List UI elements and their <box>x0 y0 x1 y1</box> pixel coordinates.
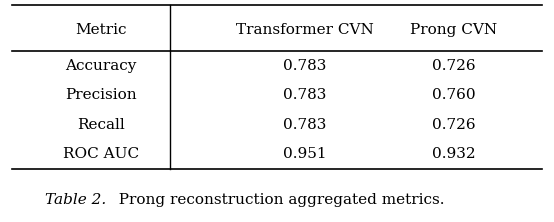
Text: Precision: Precision <box>65 88 136 102</box>
Text: ROC AUC: ROC AUC <box>63 147 138 161</box>
Text: Recall: Recall <box>77 118 125 132</box>
Text: 0.932: 0.932 <box>432 147 475 161</box>
Text: 0.726: 0.726 <box>432 118 475 132</box>
Text: Accuracy: Accuracy <box>65 59 136 73</box>
Text: Prong reconstruction aggregated metrics.: Prong reconstruction aggregated metrics. <box>109 193 444 207</box>
Text: Metric: Metric <box>75 23 126 37</box>
Text: Table 2.: Table 2. <box>45 193 107 207</box>
Text: 0.783: 0.783 <box>283 59 326 73</box>
Text: Prong CVN: Prong CVN <box>410 23 497 37</box>
Text: 0.783: 0.783 <box>283 118 326 132</box>
Text: 0.726: 0.726 <box>432 59 475 73</box>
Text: 0.951: 0.951 <box>283 147 326 161</box>
Text: 0.760: 0.760 <box>432 88 475 102</box>
Text: Transformer CVN: Transformer CVN <box>235 23 373 37</box>
Text: 0.783: 0.783 <box>283 88 326 102</box>
